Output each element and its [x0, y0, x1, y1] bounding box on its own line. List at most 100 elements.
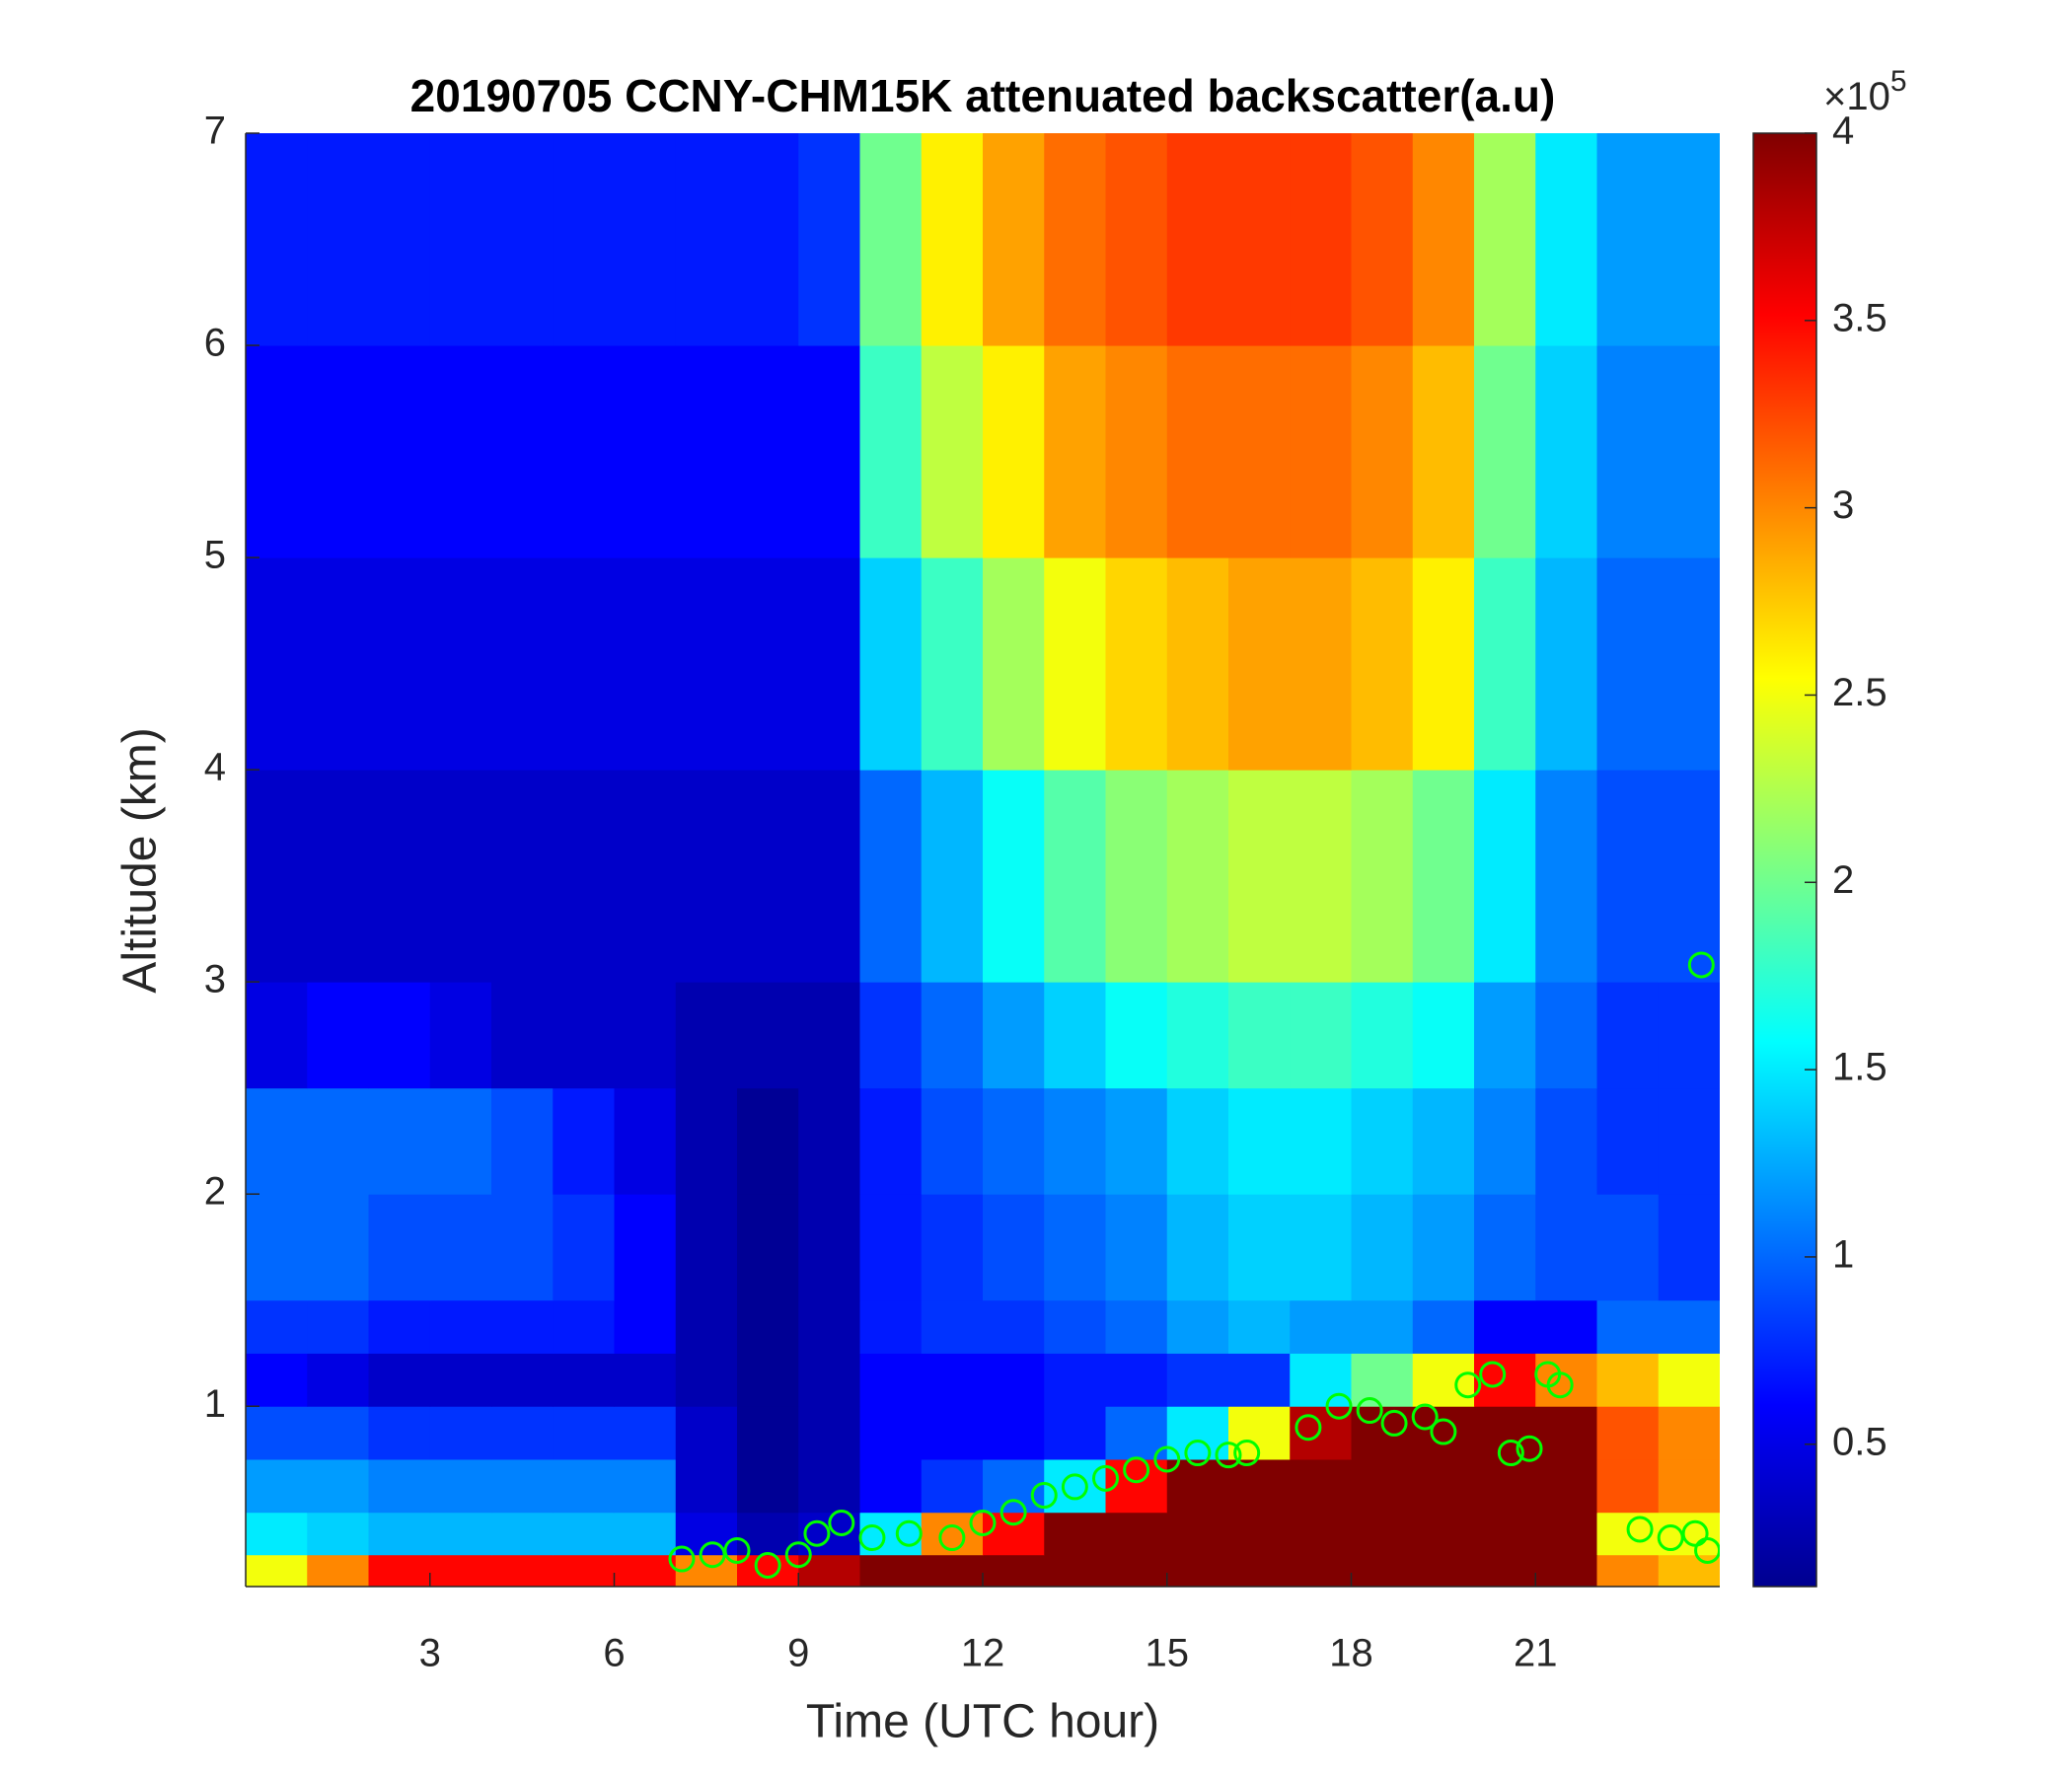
heatmap-cell [1596, 1406, 1660, 1460]
heatmap-cell [1044, 982, 1106, 1089]
heatmap-cell [1166, 982, 1229, 1089]
heatmap-cell [1290, 1194, 1352, 1301]
heatmap-cell [1474, 345, 1536, 558]
heatmap-cell [429, 345, 492, 558]
heatmap-cell [1412, 982, 1475, 1089]
heatmap-cell [491, 557, 554, 771]
heatmap-cell [1535, 1406, 1597, 1460]
heatmap-cell [1290, 345, 1352, 558]
heatmap-cell [1044, 345, 1106, 558]
heatmap-cell [246, 1554, 308, 1587]
heatmap-cell [1412, 133, 1475, 346]
pbl-point [699, 1541, 726, 1569]
heatmap-cell [246, 133, 308, 346]
pbl-point [1516, 1435, 1543, 1462]
heatmap-cell [553, 982, 615, 1089]
heatmap-cell [307, 982, 369, 1089]
heatmap-cell [1166, 770, 1229, 983]
heatmap-cell [1474, 1458, 1536, 1514]
heatmap-cell [675, 770, 738, 983]
heatmap-cell [1044, 557, 1106, 771]
heatmap-cell [1044, 1194, 1106, 1301]
heatmap-cell [1658, 982, 1720, 1089]
heatmap-cell [1658, 1406, 1720, 1460]
heatmap-cell [614, 982, 677, 1089]
heatmap-cell [1596, 982, 1660, 1089]
x-tick-label: 6 [603, 1632, 625, 1675]
heatmap-cell [983, 1512, 1045, 1556]
heatmap-cell [1474, 982, 1536, 1089]
pbl-point [938, 1524, 966, 1552]
heatmap-cell [859, 770, 923, 983]
heatmap-cell [307, 1554, 369, 1587]
heatmap-cell [429, 1512, 492, 1556]
pbl-point [1626, 1516, 1654, 1543]
heatmap-cell [307, 1299, 369, 1354]
heatmap-cell [859, 982, 923, 1089]
heatmap-cell [429, 1087, 492, 1195]
heatmap-cell [429, 1299, 492, 1354]
heatmap-cell [1290, 1406, 1352, 1460]
heatmap-cell [1351, 1299, 1414, 1354]
heatmap-cell [1474, 1406, 1536, 1460]
heatmap-cell [429, 1353, 492, 1407]
heatmap-cell [859, 1299, 923, 1354]
y-tick-label: 1 [204, 1382, 226, 1426]
heatmap-cell [246, 1087, 308, 1195]
heatmap-cell [1412, 557, 1475, 771]
heatmap-cell [614, 345, 677, 558]
heatmap-cell [1105, 1299, 1168, 1354]
heatmap-cell [1535, 345, 1597, 558]
heatmap-cell [1105, 1512, 1168, 1556]
x-tick-label: 18 [1329, 1632, 1373, 1675]
heatmap-cell [983, 1554, 1045, 1587]
heatmap-cell [1596, 1554, 1660, 1587]
pbl-point [1657, 1524, 1684, 1552]
pbl-point [1295, 1414, 1322, 1442]
pbl-point [1687, 951, 1715, 979]
heatmap-cell [1166, 1458, 1229, 1514]
heatmap-cell [307, 133, 369, 346]
heatmap-cell [614, 1458, 677, 1514]
x-tick-label: 21 [1514, 1632, 1558, 1675]
heatmap-cell [859, 1087, 923, 1195]
heatmap-cell [1535, 1554, 1597, 1587]
heatmap-cell [1351, 770, 1414, 983]
heatmap-cell [1044, 1299, 1106, 1354]
heatmap-cell [1535, 133, 1597, 346]
heatmap-cell [553, 557, 615, 771]
heatmap-cell [921, 1087, 984, 1195]
heatmap-cell [675, 557, 738, 771]
heatmap-cell [1166, 345, 1229, 558]
heatmap-cell [1351, 1458, 1414, 1514]
heatmap-cell [1412, 770, 1475, 983]
heatmap-cell [1044, 1353, 1106, 1407]
heatmap-cell [1658, 1087, 1720, 1195]
pbl-points [668, 951, 1720, 1579]
y-axis-label: Altitude (km) [114, 727, 167, 993]
heatmap-cell [1596, 1299, 1660, 1354]
heatmap-cell [491, 1353, 554, 1407]
heatmap-cell [983, 1087, 1045, 1195]
heatmap-cell [921, 1406, 984, 1460]
pbl-point [1546, 1371, 1574, 1399]
heatmap-cell [737, 1458, 799, 1514]
heatmap-cell [307, 345, 369, 558]
heatmap-cell [798, 345, 860, 558]
heatmap-cell [614, 1087, 677, 1195]
heatmap-cell [614, 770, 677, 983]
heatmap-cell [246, 557, 308, 771]
heatmap-cell [1412, 1458, 1475, 1514]
heatmap-cell [798, 1406, 860, 1460]
heatmap-cell [553, 1458, 615, 1514]
heatmap-cell [675, 1458, 738, 1514]
heatmap-cell [1290, 1512, 1352, 1556]
heatmap-cell [1535, 1458, 1597, 1514]
colorbar-tick-label: 4 [1832, 110, 1854, 153]
heatmap-cell [1535, 982, 1597, 1089]
pbl-point [668, 1545, 696, 1573]
heatmap-cell [1658, 1458, 1720, 1514]
heatmap-cell [1412, 1406, 1475, 1460]
heatmap-cell [491, 1194, 554, 1301]
